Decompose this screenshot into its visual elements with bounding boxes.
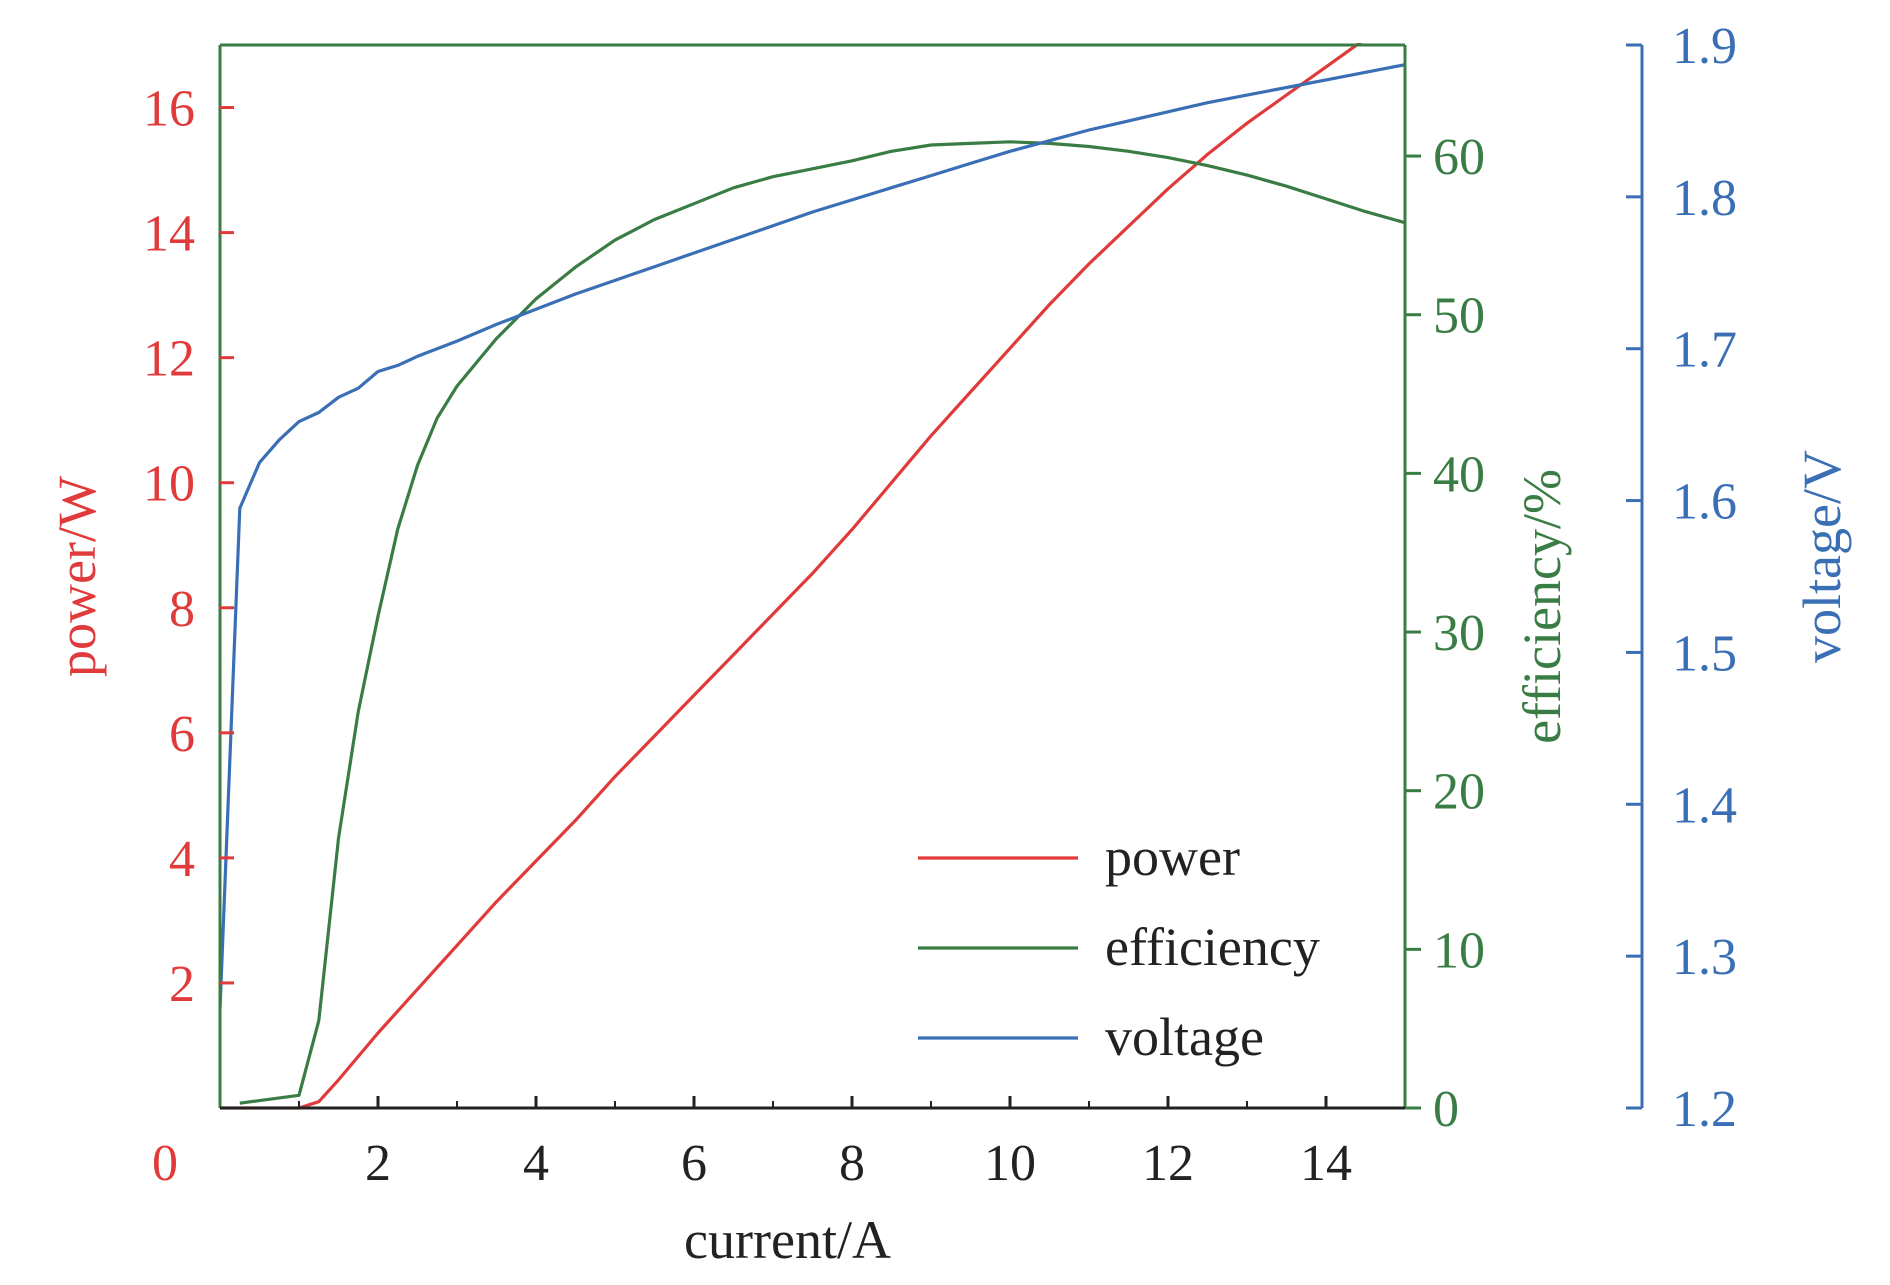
efficiency-tick-label: 50 [1433,288,1485,345]
voltage-tick-label: 1.9 [1672,18,1737,75]
power-tick-label: 2 [169,956,195,1013]
x-tick-label: 10 [984,1135,1036,1192]
legend-label-power: power [1105,827,1240,887]
x-axis-title: current/A [684,1210,891,1270]
x-tick-label: 4 [523,1135,549,1192]
x-tick-label: 8 [839,1135,865,1192]
legend: power efficiency voltage [918,827,1320,1067]
efficiency-tick-label: 60 [1433,129,1485,186]
efficiency-axis-title: efficiency/% [1512,469,1572,744]
power-tick-label: 4 [169,831,195,888]
voltage-tick-label: 1.7 [1672,322,1737,379]
power-tick-label: 8 [169,581,195,638]
series-layer [220,43,1405,1110]
efficiency-tick-label: 40 [1433,446,1485,503]
series-line-efficiency [239,140,1405,1105]
power-tick-label: 0 [152,1135,178,1192]
legend-label-voltage: voltage [1105,1007,1264,1067]
axes-layer: 2 4 6 8 10 12 14 current/A 0 2 4 6 8 10 12 14 16 power/W 0… [47,18,1852,1270]
efficiency-tick-label: 0 [1433,1081,1459,1138]
x-tick-label: 12 [1142,1135,1194,1192]
voltage-tick-label: 1.2 [1672,1081,1737,1138]
efficiency-tick-label: 20 [1433,764,1485,821]
voltage-axis-title: voltage/V [1792,450,1852,663]
voltage-tick-label: 1.3 [1672,929,1737,986]
series-line-power [220,43,1363,1110]
voltage-tick-label: 1.8 [1672,170,1737,227]
power-tick-label: 16 [143,81,195,138]
x-tick-label: 2 [365,1135,391,1192]
power-tick-label: 14 [143,206,195,263]
voltage-tick-label: 1.4 [1672,777,1737,834]
x-tick-label: 6 [681,1135,707,1192]
voltage-tick-label: 1.6 [1672,474,1737,531]
efficiency-tick-label: 30 [1433,605,1485,662]
x-tick-label: 14 [1300,1135,1352,1192]
power-tick-label: 12 [143,331,195,388]
voltage-tick-label: 1.5 [1672,625,1737,682]
efficiency-tick-label: 10 [1433,922,1485,979]
legend-label-efficiency: efficiency [1105,917,1320,977]
power-tick-label: 6 [169,706,195,763]
power-axis-title: power/W [47,476,107,677]
power-tick-label: 10 [143,456,195,513]
series-line-voltage [220,63,1405,1010]
